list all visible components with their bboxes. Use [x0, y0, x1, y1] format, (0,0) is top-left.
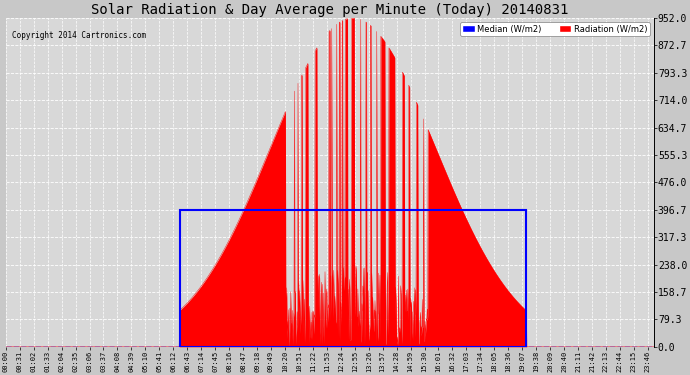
Bar [179, 210, 526, 347]
Text: Copyright 2014 Cartronics.com: Copyright 2014 Cartronics.com [12, 31, 146, 40]
Title: Solar Radiation & Day Average per Minute (Today) 20140831: Solar Radiation & Day Average per Minute… [91, 3, 569, 17]
Legend: Median (W/m2), Radiation (W/m2): Median (W/m2), Radiation (W/m2) [460, 22, 649, 36]
